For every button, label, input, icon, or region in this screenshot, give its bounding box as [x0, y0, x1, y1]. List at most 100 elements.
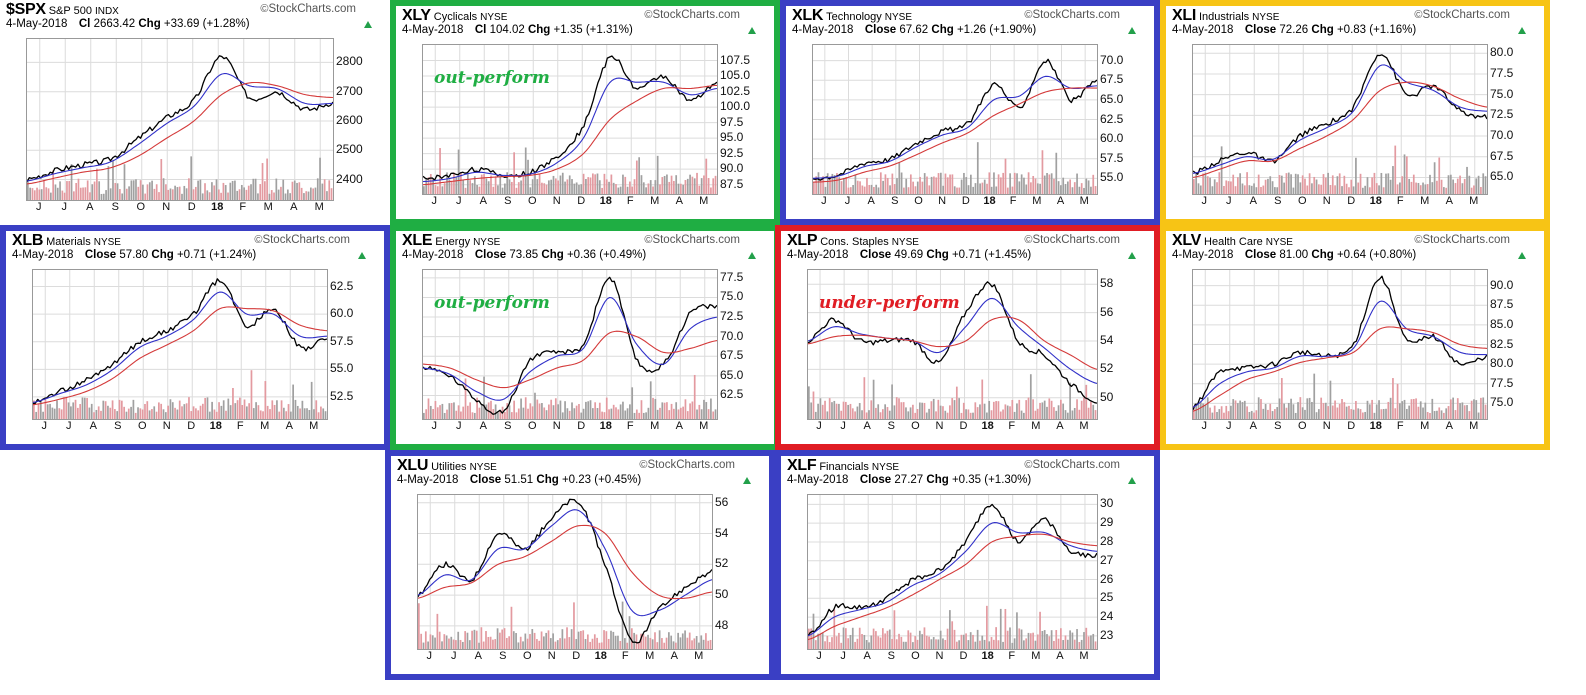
y-tick-label: 100.0 [720, 99, 751, 114]
volume-bar [596, 637, 598, 649]
volume-bar [610, 630, 612, 649]
volume-bar [870, 184, 873, 194]
volume-bar [888, 410, 891, 419]
volume-bar [925, 635, 928, 649]
volume-bar [1193, 405, 1195, 419]
volume-bar [1236, 403, 1239, 419]
volume-bar [1076, 399, 1078, 419]
ma-50-line [423, 77, 717, 183]
volume-bar [852, 184, 854, 194]
volume-bar [638, 157, 641, 194]
y-tick-label: 65.0 [1100, 91, 1124, 106]
volume-bar [912, 642, 914, 649]
ma-50-line [808, 297, 1097, 385]
volume-bar [856, 180, 859, 194]
volume-bar [1034, 640, 1037, 649]
volume-bar [1299, 182, 1302, 194]
y-axis: 107.5 105.0 102.5 100.0 97.5 95.0 92.5 90.0 87.5 [718, 44, 758, 193]
volume-bar [220, 192, 222, 200]
volume-bar [1438, 407, 1441, 419]
volume-bar [1350, 409, 1353, 419]
volume-bar [308, 409, 311, 419]
volume-bar [696, 409, 698, 419]
volume-bar [76, 407, 79, 419]
volume-bar [1292, 404, 1295, 419]
volume-bar [58, 408, 61, 419]
volume-bar [232, 387, 234, 419]
volume-bar [1396, 184, 1399, 194]
y-tick-label: 80.0 [1490, 45, 1514, 60]
volume-bar [1250, 410, 1253, 419]
volume-bar [121, 193, 124, 200]
volume-bar [74, 399, 77, 419]
volume-bar [1002, 641, 1004, 649]
source-label: StockCharts.com [268, 3, 356, 15]
volume-bar [35, 411, 38, 419]
volume-bar [79, 187, 82, 200]
volume-bar [1020, 410, 1023, 419]
volume-bar [705, 158, 708, 194]
y-tick-label: 48 [715, 617, 729, 632]
volume-bar [817, 403, 819, 419]
volume-bar [241, 404, 244, 419]
volume-bar [422, 642, 425, 649]
x-tick-label: M [699, 420, 709, 432]
volume-bar [893, 184, 896, 194]
volume-bar [944, 173, 947, 194]
volume-bar [589, 400, 592, 419]
volume-bar [930, 176, 933, 194]
ma-200-line [423, 84, 717, 186]
volume-bar [568, 410, 571, 419]
volume-bar [250, 370, 253, 419]
volume-bar [677, 409, 680, 419]
volume-bar [654, 632, 656, 649]
volume-bar [160, 403, 163, 419]
volume-bar [902, 641, 905, 649]
x-tick-label: D [1347, 420, 1356, 432]
volume-bar [520, 180, 522, 194]
close-value: 2663.42 [93, 18, 136, 30]
chart-title: $SPX S&P 500 INDX [6, 1, 119, 19]
volume-bar [1036, 634, 1039, 649]
volume-bar [960, 634, 963, 649]
volume-bar [266, 158, 268, 200]
volume-bar [1364, 185, 1367, 194]
volume-bar [909, 174, 912, 194]
volume-bar [188, 397, 190, 419]
volume-bar [120, 400, 123, 419]
change-value: +33.69 (+1.28%) [163, 18, 250, 30]
volume-bar [912, 181, 914, 194]
volume-bar [164, 412, 167, 419]
volume-bar [1094, 410, 1097, 419]
volume-bar [37, 403, 40, 419]
x-tick-label: J [1201, 420, 1208, 432]
ma-200-line [1193, 326, 1487, 412]
plot-canvas [27, 39, 333, 200]
volume-bar [1204, 404, 1207, 419]
y-tick-label: 77.5 [1490, 65, 1514, 80]
plot-canvas [813, 45, 1097, 194]
volume-bar [492, 639, 494, 649]
volume-bar [617, 409, 620, 419]
change-label: Chg [1311, 249, 1334, 261]
ticker-symbol: XLU [397, 457, 429, 474]
price-plot [417, 494, 713, 650]
volume-bar [594, 402, 597, 419]
volume-bar [61, 190, 64, 200]
volume-bar [638, 412, 641, 419]
volume-bar [276, 400, 278, 419]
x-tick-label: J [431, 420, 438, 432]
volume-bar [856, 406, 859, 419]
volume-bar [1053, 407, 1055, 419]
ticker-symbol: XLY [402, 7, 431, 24]
volume-bar [208, 192, 211, 200]
volume-bar [831, 173, 834, 194]
x-tick-label: D [959, 650, 968, 662]
volume-bar [517, 408, 520, 419]
volume-bar [211, 401, 213, 419]
volume-bar [663, 642, 666, 649]
volume-bar [859, 181, 861, 194]
performance-annotation: out-perform [434, 293, 550, 313]
x-tick-label: M [1031, 420, 1041, 432]
volume-bar [137, 186, 140, 200]
